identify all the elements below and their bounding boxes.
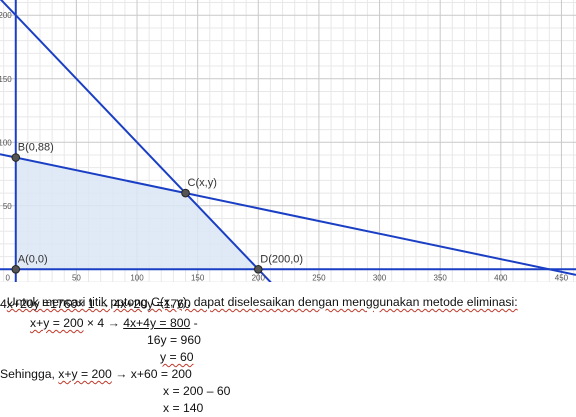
- y-tick-label: 150: [0, 75, 12, 84]
- x-tick-label: 200: [252, 273, 266, 282]
- x-tick-label: 250: [312, 273, 326, 282]
- vertex-points: A(0,0) B(0,88) C(x,y) D(200,0): [11, 142, 303, 274]
- eq1-multiplier: × 1: [77, 297, 95, 311]
- substitution-row: Sehingga, x+y = 200 → x+60 = 200: [0, 367, 576, 381]
- arrow-icon: →: [104, 316, 124, 330]
- sub-prefix: Sehingga,: [0, 367, 59, 381]
- x-tick-label: 0: [6, 273, 11, 282]
- vertex-label: A(0,0): [18, 253, 48, 265]
- x-tick-label: 300: [373, 273, 387, 282]
- x-tick-label: 150: [191, 273, 205, 282]
- feasible-region: [15, 157, 259, 270]
- intro-text: Untuk mencari titik potong C(x, y), dapa…: [6, 295, 518, 309]
- equation-row-2: x+y = 200 × 4 → 4x+4y = 800 -: [30, 316, 576, 330]
- x-step: x = 200 – 60: [163, 384, 231, 398]
- eq1-left: 4x+20y =1760: [0, 297, 78, 311]
- eq2-multiplier: × 4: [86, 316, 105, 330]
- cartesian-graph: 0 50 100 150 200 250 300 350 400 450 50 100 150 200 A…: [0, 0, 576, 282]
- y-tick-label: 50: [3, 202, 12, 211]
- minor-gridlines: [0, 0, 576, 282]
- vertex-point: [181, 188, 190, 198]
- y-tick-label: 200: [0, 11, 12, 20]
- arrow-icon: →: [94, 297, 114, 311]
- vertex-point: [253, 264, 263, 274]
- constraint-lines: [0, 0, 576, 282]
- sub-step: x+60 = 200: [130, 367, 192, 381]
- elimination-result: 16y = 960: [147, 333, 201, 347]
- arrow-icon: →: [111, 367, 131, 381]
- intro-sentence: Untuk mencari titik potong C(x, y), dapa…: [0, 281, 576, 309]
- tick-labels: 0 50 100 150 200 250 300 350 400 450 50 100 150 200: [0, 11, 569, 282]
- sub-equation: x+y = 200: [58, 367, 112, 381]
- y-tick-label: 100: [0, 138, 12, 147]
- eq1-right: 4x+20y =1760: [113, 297, 191, 311]
- y-value: y = 60: [160, 350, 194, 364]
- constraint-line: [0, 0, 272, 282]
- x-value: x = 140: [163, 401, 204, 415]
- vertex-point: [11, 153, 21, 162]
- eq2-right: 4x+4y = 800: [123, 316, 191, 330]
- equation-row-1: 4x+20y =1760× 1 → 4x+20y =1760: [0, 297, 576, 311]
- vertex-label: B(0,88): [18, 142, 54, 154]
- x-tick-label: 100: [130, 273, 144, 282]
- minus-sign: -: [193, 316, 198, 330]
- vertex-label: C(x,y): [188, 177, 217, 189]
- x-tick-label: 50: [72, 273, 81, 282]
- vertex-point: [11, 264, 21, 274]
- vertex-label: D(200,0): [260, 253, 303, 265]
- x-tick-label: 450: [555, 273, 569, 282]
- x-tick-label: 400: [494, 273, 508, 282]
- constraint-line: [0, 153, 576, 276]
- x-tick-label: 350: [434, 273, 448, 282]
- eq2-left: x+y = 200: [30, 316, 84, 330]
